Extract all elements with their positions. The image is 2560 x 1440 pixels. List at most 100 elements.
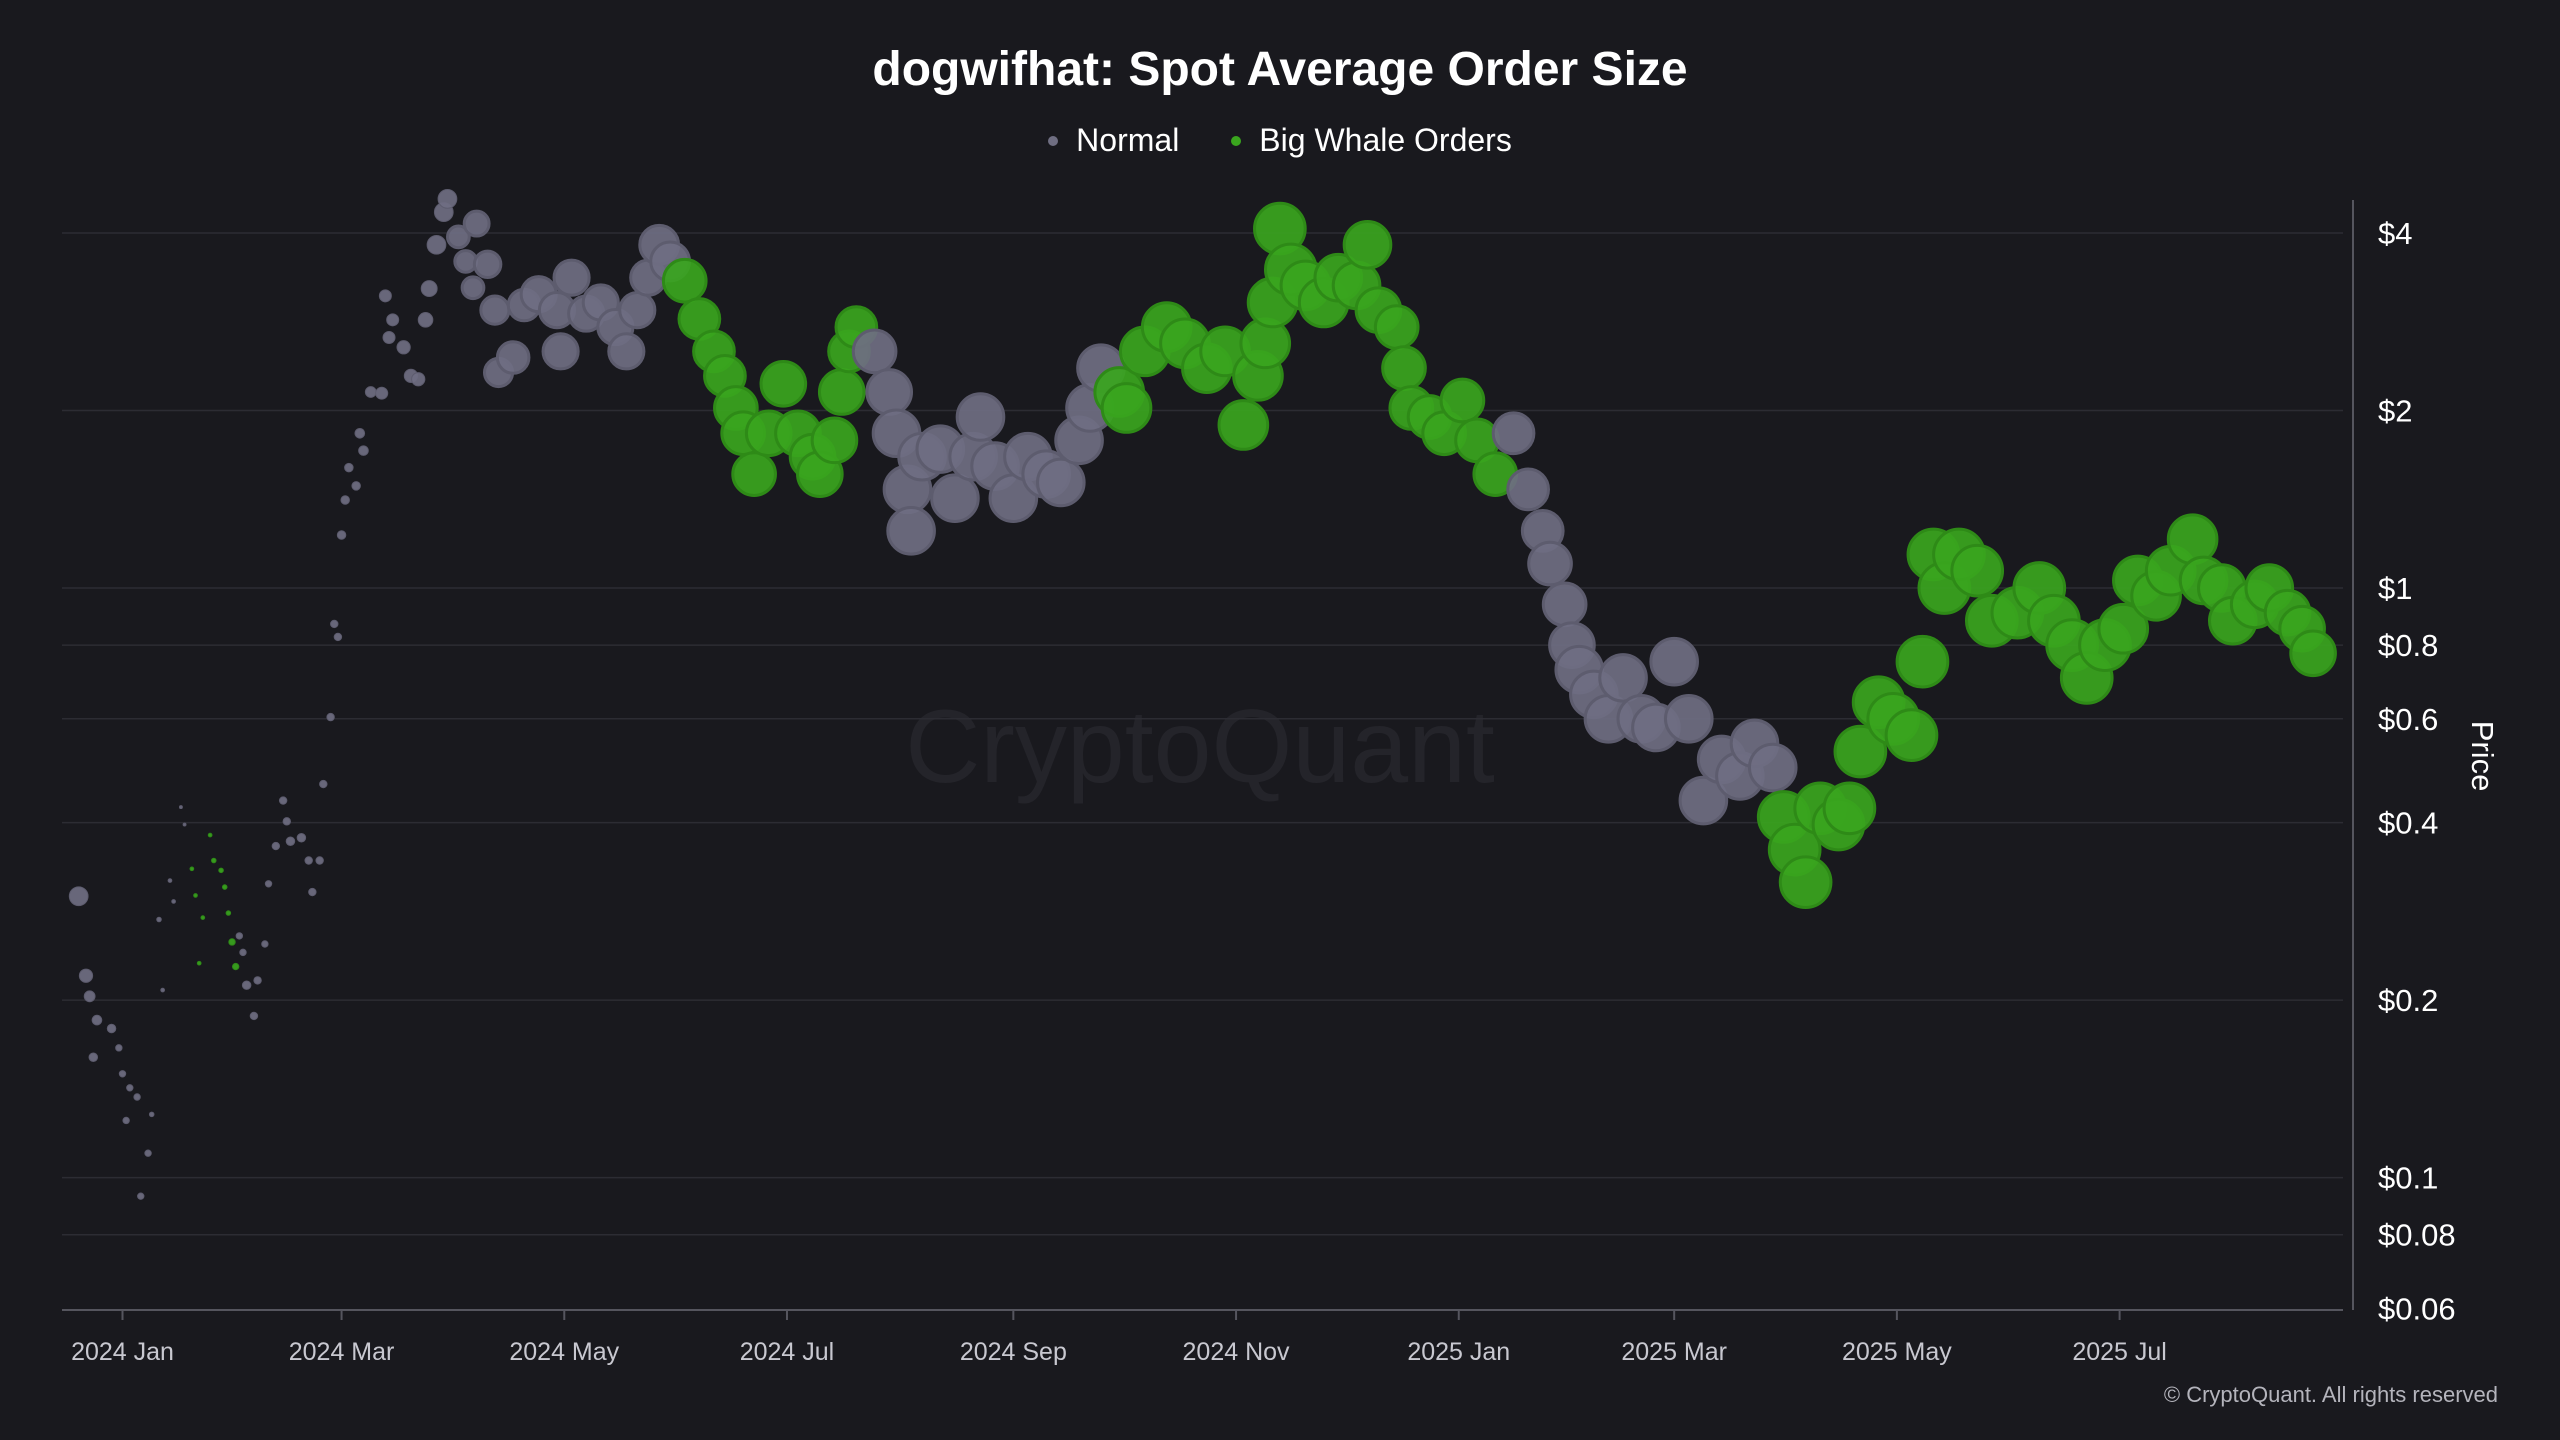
data-point-whale — [1100, 382, 1153, 434]
data-point-normal — [333, 632, 343, 642]
data-point-whale — [2097, 602, 2150, 655]
y-tick-label: $0.6 — [2378, 702, 2438, 737]
data-point-normal — [417, 312, 434, 328]
data-point-whale — [211, 857, 217, 864]
data-point-whale — [228, 938, 236, 946]
data-point-whale — [207, 832, 213, 838]
y-tick-label: $0.06 — [2378, 1291, 2456, 1326]
x-tick-label: 2025 Jul — [2072, 1338, 2167, 1366]
data-point-whale — [200, 915, 206, 920]
data-point-normal — [264, 880, 273, 888]
legend: Normal Big Whale Orders — [0, 122, 2560, 159]
legend-label-whale: Big Whale Orders — [1259, 122, 1512, 158]
legend-item-whale[interactable]: Big Whale Orders — [1231, 122, 1512, 159]
y-tick-label: $4 — [2378, 216, 2412, 251]
legend-item-normal[interactable]: Normal — [1048, 122, 1179, 159]
data-point-normal — [1678, 775, 1729, 826]
data-point-whale — [218, 867, 224, 874]
data-point-normal — [336, 530, 347, 540]
legend-marker-whale — [1231, 135, 1242, 146]
data-point-normal — [437, 189, 458, 209]
data-point-normal — [1541, 581, 1588, 628]
data-point-normal — [541, 332, 580, 371]
data-point-whale — [810, 416, 859, 465]
data-point-normal — [411, 372, 426, 387]
data-point-normal — [278, 796, 288, 805]
x-tick-label: 2024 Nov — [1183, 1338, 1291, 1366]
y-tick-label: $0.1 — [2378, 1161, 2438, 1196]
data-point-normal — [1598, 653, 1648, 703]
data-point-whale — [1778, 855, 1833, 910]
data-point-whale — [2289, 629, 2337, 678]
data-point-normal — [472, 249, 503, 280]
x-tick-label: 2025 Jan — [1407, 1338, 1510, 1366]
data-point-normal — [91, 1014, 103, 1026]
data-point-normal — [315, 856, 324, 865]
data-point-normal — [83, 990, 96, 1003]
data-point-normal — [358, 445, 369, 456]
data-point-whale — [759, 359, 808, 408]
data-point-normal — [118, 1070, 127, 1078]
watermark: CryptoQuant — [905, 689, 1495, 805]
data-point-normal — [495, 340, 531, 375]
y-tick-label: $0.2 — [2378, 983, 2438, 1018]
data-point-normal — [460, 275, 486, 301]
data-point-normal — [78, 968, 94, 983]
data-point-normal — [1649, 636, 1699, 687]
data-point-whale — [1884, 708, 1939, 762]
data-point-normal — [378, 289, 392, 303]
data-point-normal — [115, 1044, 123, 1052]
data-point-normal — [122, 1116, 130, 1125]
data-point-normal — [607, 332, 646, 371]
data-point-normal — [282, 817, 292, 826]
data-point-normal — [326, 712, 335, 722]
y-tick-label: $1 — [2378, 571, 2412, 606]
data-point-normal — [396, 340, 411, 355]
data-point-normal — [106, 1023, 117, 1034]
data-point-whale — [1342, 220, 1393, 270]
data-point-normal — [137, 1192, 145, 1200]
data-point-normal — [386, 313, 400, 327]
x-axis: 2024 Jan 2024 Mar 2024 May 2024 Jul 2024 Sep… — [62, 1309, 2343, 1366]
data-point-whale — [1439, 377, 1486, 424]
x-tick-label: 2024 May — [509, 1338, 619, 1366]
data-point-whale — [731, 451, 777, 497]
data-point-normal — [426, 234, 447, 255]
data-point-normal — [886, 506, 936, 556]
data-point-normal — [261, 940, 269, 948]
x-tick-label: 2024 Sep — [960, 1338, 1067, 1366]
data-point-normal — [133, 1093, 141, 1101]
data-point-normal — [167, 878, 173, 883]
data-point-normal — [249, 1011, 259, 1021]
data-point-normal — [375, 386, 389, 400]
data-point-whale — [1895, 634, 1950, 689]
data-point-normal — [340, 495, 350, 505]
data-point-whale — [1381, 345, 1427, 391]
data-point-normal — [865, 368, 914, 416]
data-point-whale — [817, 368, 866, 416]
data-point-normal — [851, 328, 898, 375]
data-point-normal — [618, 291, 657, 330]
x-tick-label: 2025 Mar — [1621, 1338, 1727, 1366]
data-point-normal — [88, 1052, 99, 1062]
data-point-whale — [1833, 724, 1888, 779]
data-point-whale — [1217, 399, 1270, 451]
data-point-normal — [178, 805, 183, 810]
data-point-normal — [148, 1111, 155, 1118]
data-point-whale — [1373, 304, 1420, 350]
data-point-normal — [239, 948, 247, 957]
chart-title: dogwifhat: Spot Average Order Size — [872, 43, 1688, 96]
data-point-normal — [1663, 693, 1714, 744]
data-point-normal — [235, 932, 244, 940]
data-point-normal — [1036, 457, 1086, 508]
data-point-normal — [462, 209, 491, 238]
data-point-normal — [296, 833, 307, 843]
data-point-normal — [344, 462, 354, 473]
data-point-normal — [171, 899, 176, 904]
data-point-normal — [308, 887, 317, 897]
data-point-whale — [2166, 513, 2219, 566]
y-axis: $4 $2 $1 $0.8 $0.6 $0.4 $0.2 $0.1 $0.08 $0.06 — [2352, 200, 2456, 1326]
copyright-notice: © CryptoQuant. All rights reserved — [2163, 1382, 2498, 1407]
data-point-normal — [446, 224, 471, 250]
data-point-normal — [354, 427, 366, 439]
